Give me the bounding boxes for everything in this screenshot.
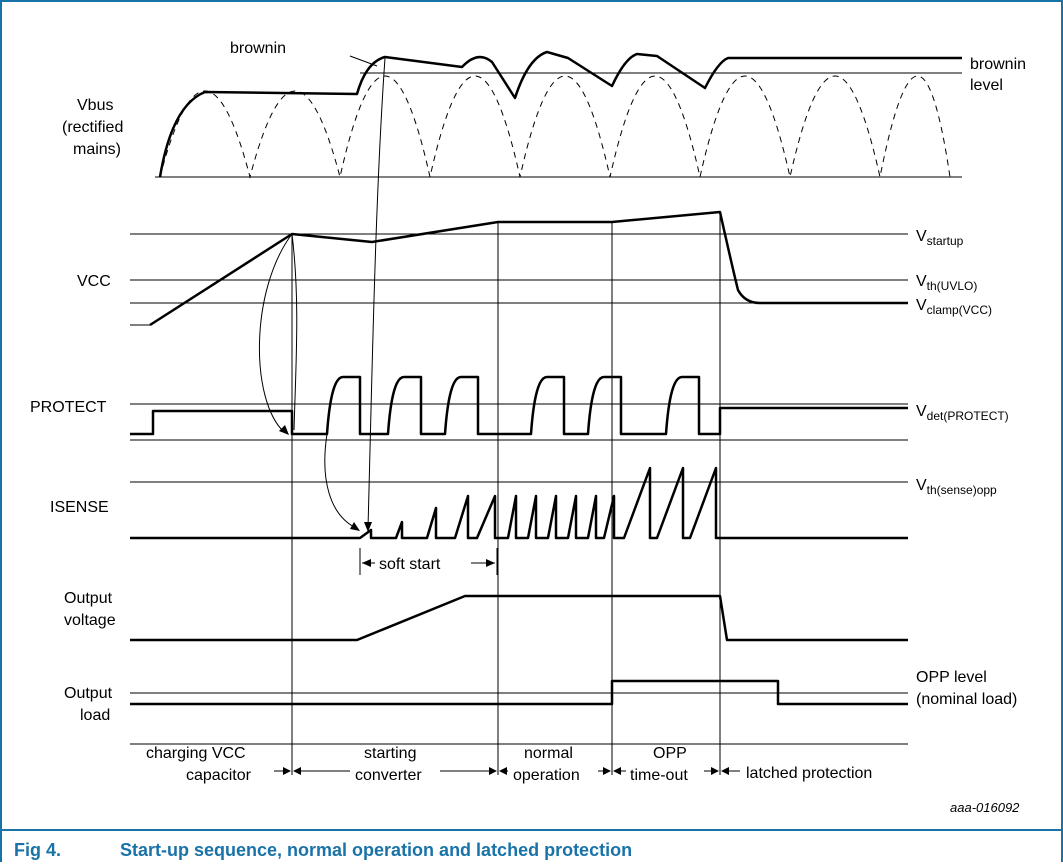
arrow-protect-to-isense (324, 433, 357, 529)
arrow-vcc-down (291, 233, 298, 431)
phase-labels: charging VCC capacitor starting converte… (146, 745, 872, 784)
v-th-uvlo-label: Vth(UVLO) (916, 273, 977, 293)
soft-start-arrowhead-right (486, 559, 495, 567)
figure-id: aaa-016092 (950, 800, 1020, 815)
output-voltage-trace: Output voltage (64, 590, 908, 642)
phase-arrowhead-4a (613, 767, 621, 775)
output-voltage-label-2: voltage (64, 612, 116, 629)
phase-markers (291, 212, 721, 775)
phase-1-label-2: capacitor (186, 767, 252, 784)
phase-arrowhead-5a (721, 767, 729, 775)
isense-label: ISENSE (50, 499, 109, 516)
arrow-protect-to-isense-head (350, 522, 360, 531)
vcc-trace: VCC Vstartup Vth(UVLO) Vclamp(VCC) (77, 210, 992, 327)
arrow-vcc-to-protect-head (279, 425, 289, 435)
output-load-label-2: load (80, 707, 110, 724)
arrow-vcc-to-protect (259, 233, 293, 433)
causal-arrows (259, 57, 386, 532)
brownin-callout-label: brownin (230, 40, 286, 57)
opp-level-label-2: (nominal load) (916, 691, 1017, 708)
vbus-dashed-arches (159, 75, 951, 179)
vbus-envelope (158, 50, 962, 178)
phase-arrowhead-1a (283, 767, 291, 775)
output-voltage-waveform (130, 594, 908, 642)
caption-number: Fig 4. (14, 840, 61, 860)
phase-arrowhead-2b (489, 767, 497, 775)
brownin-callout-leader (349, 55, 378, 67)
brownin-level-label-1: brownin (970, 56, 1026, 73)
output-voltage-label-1: Output (64, 590, 113, 607)
protect-label: PROTECT (30, 399, 107, 416)
brownin-level-label-2: level (970, 77, 1003, 94)
vbus-label-1: Vbus (77, 97, 113, 114)
arrow-brownin-to-isense (367, 57, 386, 529)
vbus-label-3: mains) (73, 141, 121, 158)
output-load-waveform (130, 679, 908, 706)
phase-4-label-1: OPP (653, 745, 687, 762)
output-load-label-1: Output (64, 685, 113, 702)
opp-level-label-1: OPP level (916, 669, 987, 686)
phase-3-label-2: operation (513, 767, 580, 784)
output-load-trace: Output load OPP level (nominal load) (64, 669, 1017, 724)
v-th-sense-opp-label: Vth(sense)opp (916, 477, 997, 497)
phase-2-label-1: starting (364, 745, 416, 762)
soft-start-label: soft start (379, 556, 441, 573)
isense-waveform (130, 466, 908, 540)
soft-start-arrowhead-left (362, 559, 371, 567)
v-det-protect-label: Vdet(PROTECT) (916, 403, 1009, 423)
phase-3-label-1: normal (524, 745, 573, 762)
phase-4-label-2: time-out (630, 767, 688, 784)
protect-trace: PROTECT Vdet(PROTECT) (30, 375, 1009, 441)
vbus-trace: brownin brownin level Vbus (rectified ma… (62, 40, 1026, 179)
phase-arrowhead-4b (711, 767, 719, 775)
vbus-label-2: (rectified (62, 119, 123, 136)
phase-arrowhead-3b (603, 767, 611, 775)
v-clamp-label: Vclamp(VCC) (916, 297, 992, 317)
arrow-brownin-to-isense-head (364, 522, 372, 532)
vcc-label: VCC (77, 273, 111, 290)
phase-arrowhead-3a (499, 767, 507, 775)
vcc-waveform (149, 210, 908, 327)
phase-5-label: latched protection (746, 765, 872, 782)
phase-2-label-2: converter (355, 767, 422, 784)
v-startup-label: Vstartup (916, 228, 964, 248)
isense-trace: ISENSE Vth(sense)opp soft start (50, 466, 997, 575)
phase-1-label-1: charging VCC (146, 745, 246, 762)
phase-arrowhead-2a (293, 767, 301, 775)
protect-waveform (130, 375, 908, 436)
caption-title: Start-up sequence, normal operation and … (120, 840, 632, 860)
